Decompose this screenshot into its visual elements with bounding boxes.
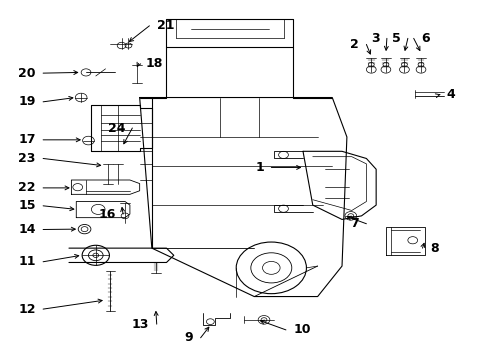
Text: 6: 6 (420, 32, 429, 45)
Text: 4: 4 (446, 88, 455, 101)
Text: 16: 16 (98, 208, 116, 221)
Text: 22: 22 (18, 181, 36, 194)
Text: 18: 18 (146, 57, 163, 70)
Text: 12: 12 (18, 303, 36, 316)
Text: 7: 7 (349, 217, 358, 230)
Text: 24: 24 (107, 122, 125, 135)
Text: 21: 21 (157, 19, 174, 32)
Text: 15: 15 (18, 199, 36, 212)
Text: 13: 13 (132, 318, 149, 331)
Text: 23: 23 (19, 152, 36, 165)
Text: 1: 1 (255, 161, 264, 174)
Text: 8: 8 (429, 242, 438, 255)
Text: 20: 20 (18, 67, 36, 80)
Text: 3: 3 (370, 32, 379, 45)
Text: 14: 14 (18, 223, 36, 236)
Text: 19: 19 (19, 95, 36, 108)
Text: 5: 5 (391, 32, 400, 45)
Text: 17: 17 (18, 133, 36, 146)
Text: 9: 9 (184, 331, 193, 344)
Text: 2: 2 (349, 38, 358, 51)
Text: 11: 11 (18, 255, 36, 268)
Text: 10: 10 (293, 323, 310, 336)
